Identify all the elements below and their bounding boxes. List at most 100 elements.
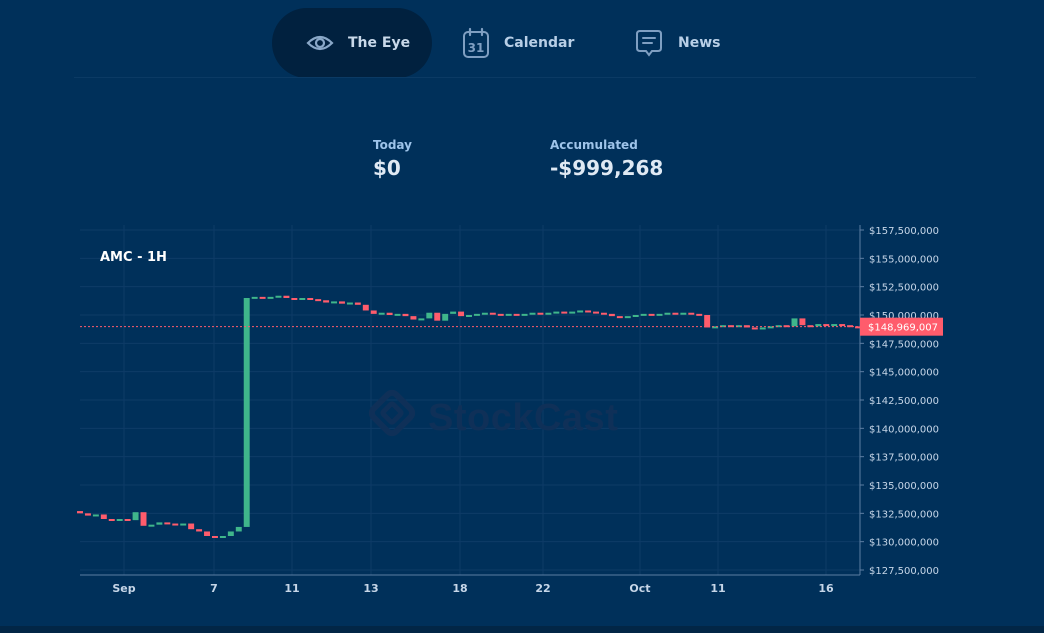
candle bbox=[354, 302, 361, 305]
candle bbox=[394, 313, 401, 316]
candle bbox=[561, 311, 568, 314]
candle bbox=[696, 313, 703, 316]
y-tick-label: $145,000,000 bbox=[869, 368, 939, 379]
candle bbox=[243, 298, 250, 527]
watermark: StockCast bbox=[366, 387, 618, 449]
y-tick-label: $150,000,000 bbox=[869, 311, 939, 322]
candle bbox=[688, 312, 695, 315]
y-tick-label: $152,500,000 bbox=[869, 283, 939, 294]
watermark-text: StockCast bbox=[428, 396, 619, 439]
candle bbox=[624, 316, 631, 319]
candle bbox=[251, 296, 258, 299]
tab-label: The Eye bbox=[348, 35, 411, 51]
y-tick-label: $157,500,000 bbox=[869, 226, 939, 237]
candle bbox=[108, 519, 115, 521]
candle bbox=[775, 325, 782, 328]
y-tick-label: $127,500,000 bbox=[869, 566, 939, 577]
candle bbox=[632, 315, 639, 317]
candle bbox=[783, 325, 790, 328]
x-tick-label: 7 bbox=[210, 582, 218, 595]
candle bbox=[577, 310, 584, 313]
candle bbox=[299, 298, 306, 300]
candle bbox=[831, 324, 838, 327]
x-tick-label: 22 bbox=[535, 582, 550, 595]
svg-text:31: 31 bbox=[468, 41, 485, 55]
candle bbox=[156, 522, 163, 525]
nav-divider bbox=[74, 77, 976, 78]
candle bbox=[100, 514, 107, 519]
candle bbox=[283, 295, 290, 298]
y-tick-label: $140,000,000 bbox=[869, 424, 939, 435]
candle bbox=[855, 326, 861, 329]
candle bbox=[164, 522, 171, 525]
candle bbox=[458, 311, 465, 317]
tab-label: News bbox=[678, 35, 721, 51]
candle bbox=[664, 312, 671, 315]
candle bbox=[410, 316, 417, 320]
candle bbox=[545, 312, 552, 315]
candle bbox=[847, 325, 854, 328]
candle bbox=[275, 295, 282, 298]
last-price-label: $148,969,007 bbox=[868, 323, 938, 334]
candle bbox=[593, 311, 599, 314]
chart-canvas[interactable]: $157,500,000 $155,000,000 $152,500,000 $150… bbox=[0, 225, 1044, 625]
candle bbox=[799, 318, 806, 326]
stat-accumulated-value: -$999,268 bbox=[550, 156, 664, 180]
candle bbox=[839, 324, 846, 327]
y-tick-label: $130,000,000 bbox=[869, 538, 939, 549]
tab-news[interactable]: News bbox=[634, 8, 744, 78]
candle bbox=[537, 312, 544, 315]
candle bbox=[767, 326, 774, 329]
candle bbox=[339, 301, 345, 304]
candle bbox=[712, 326, 719, 329]
candle bbox=[418, 318, 425, 321]
x-tick-label: 18 bbox=[452, 582, 467, 595]
candle bbox=[720, 325, 727, 328]
candle bbox=[553, 311, 560, 314]
candle bbox=[204, 531, 210, 536]
top-nav: The Eye 31 Calendar News bbox=[0, 0, 1044, 78]
news-icon bbox=[634, 28, 664, 58]
candle bbox=[291, 298, 298, 300]
tab-calendar[interactable]: 31 Calendar bbox=[460, 8, 610, 78]
candle bbox=[521, 313, 528, 316]
stat-accumulated-label: Accumulated bbox=[550, 138, 638, 152]
candle bbox=[728, 325, 734, 328]
candle bbox=[346, 302, 353, 305]
bottom-bar bbox=[0, 626, 1044, 633]
candle bbox=[672, 312, 679, 315]
y-tick-label: $132,500,000 bbox=[869, 509, 939, 520]
calendar-icon: 31 bbox=[462, 27, 490, 59]
candle bbox=[180, 523, 187, 526]
y-tick-label: $147,500,000 bbox=[869, 339, 939, 350]
candle bbox=[569, 311, 576, 314]
candle bbox=[529, 312, 536, 315]
price-chart[interactable]: $157,500,000 $155,000,000 $152,500,000 $150… bbox=[0, 225, 1044, 625]
candle bbox=[600, 312, 607, 315]
candle bbox=[84, 513, 91, 516]
tab-label: Calendar bbox=[504, 35, 575, 51]
stat-today-label: Today bbox=[373, 138, 412, 152]
y-tick-label: $155,000,000 bbox=[869, 254, 939, 265]
candle bbox=[331, 301, 338, 304]
stat-accumulated: Accumulated -$999,268 bbox=[550, 138, 663, 180]
x-tick-label: 11 bbox=[284, 582, 299, 595]
candle bbox=[489, 312, 496, 315]
candle bbox=[116, 519, 123, 521]
candle bbox=[505, 313, 512, 316]
stat-today-value: $0 bbox=[373, 156, 401, 180]
candle bbox=[473, 313, 480, 316]
candle bbox=[211, 536, 218, 538]
candle bbox=[92, 514, 99, 517]
x-tick-label: Oct bbox=[629, 582, 650, 595]
x-tick-label: 13 bbox=[363, 582, 378, 595]
candle bbox=[823, 324, 830, 327]
candle bbox=[402, 313, 409, 317]
candle bbox=[807, 325, 814, 328]
stat-today: Today $0 bbox=[373, 138, 412, 180]
tab-the-eye[interactable]: The Eye bbox=[272, 8, 432, 78]
candle bbox=[608, 313, 615, 317]
candle bbox=[386, 312, 393, 315]
x-tick-label: 11 bbox=[710, 582, 725, 595]
